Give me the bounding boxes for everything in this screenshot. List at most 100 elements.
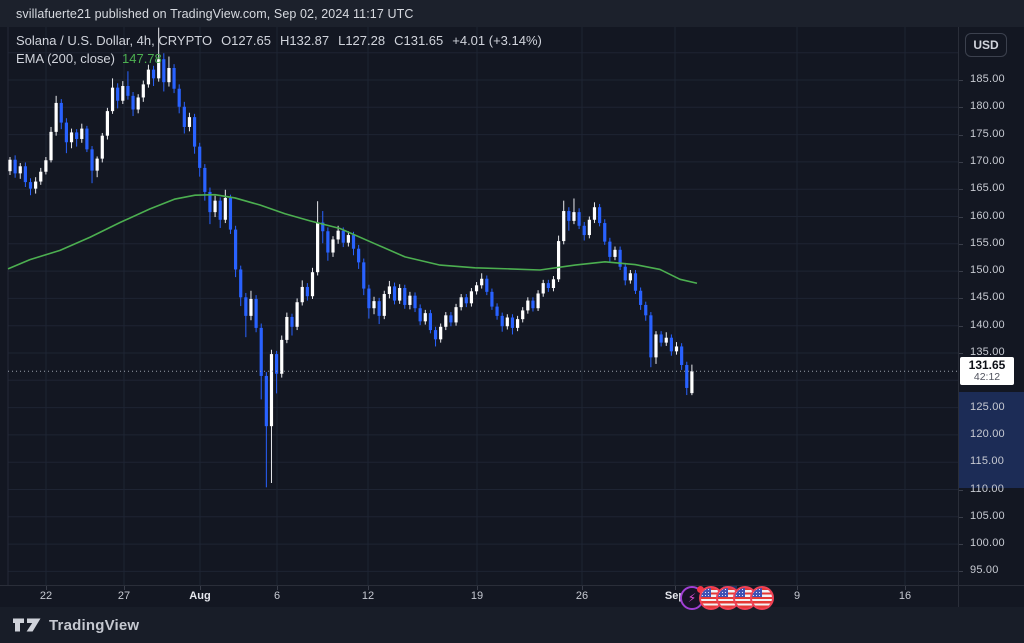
flag-canton — [701, 588, 712, 597]
candle-body — [341, 230, 345, 243]
candle-body — [290, 316, 294, 327]
candle-body — [510, 317, 515, 328]
price-axis-tick — [959, 244, 963, 245]
candle-body — [464, 297, 468, 304]
candle-body — [439, 326, 443, 340]
candle-body — [628, 273, 632, 281]
price-axis-tick — [959, 298, 963, 299]
candle-body — [685, 365, 689, 388]
candle-body — [187, 117, 192, 127]
candle-body — [259, 327, 263, 376]
time-axis[interactable]: 22 27 Aug 6 12 19 26 Sep 9 16 — [0, 585, 1024, 607]
candle-body — [459, 297, 463, 308]
footer-bar: TradingView — [0, 607, 1024, 643]
price-axis-tick — [959, 571, 963, 572]
candle-body — [526, 300, 530, 311]
symbol-legend-row[interactable]: Solana / U.S. Dollar, 4h, CRYPTO O127.65 H… — [16, 33, 551, 48]
price-axis-tick — [959, 517, 963, 518]
candle-body — [603, 223, 607, 242]
candle-body — [413, 295, 417, 309]
time-axis-label: 26 — [575, 590, 589, 602]
candle-body — [654, 334, 658, 358]
tradingview-logo-icon[interactable] — [13, 617, 41, 633]
candle-body — [316, 222, 320, 273]
price-axis-tick — [959, 353, 963, 354]
price-axis-tick — [959, 544, 963, 545]
candle-body — [141, 84, 145, 98]
candle-body — [613, 249, 617, 257]
candle-body — [331, 239, 335, 253]
candle-body — [505, 317, 509, 327]
candle-body — [254, 298, 258, 328]
price-axis-label: 115.00 — [970, 455, 1005, 468]
candle-body — [233, 229, 238, 270]
candle-body — [131, 95, 135, 110]
candle-body — [387, 286, 391, 295]
candle-body — [249, 298, 253, 316]
candle-body — [110, 87, 115, 112]
chart-pane[interactable]: Solana / U.S. Dollar, 4h, CRYPTO O127.65 H… — [0, 27, 958, 610]
candle-body — [121, 86, 125, 101]
ohlc-low: L127.28 — [338, 33, 386, 48]
candle-body — [275, 354, 279, 374]
candle-body — [28, 182, 33, 189]
candle-body — [321, 222, 325, 232]
candle-body — [95, 158, 99, 171]
candle-body — [228, 197, 233, 230]
candle-body — [239, 269, 243, 298]
candle-body — [295, 302, 299, 327]
candle-body — [218, 200, 222, 220]
symbol-title[interactable]: Solana / U.S. Dollar, 4h, CRYPTO — [16, 33, 213, 48]
price-axis-label: 185.00 — [970, 73, 1005, 85]
time-axis-label: 9 — [793, 590, 801, 602]
us-economic-event-icon[interactable] — [750, 586, 774, 610]
time-axis-label: 16 — [898, 590, 912, 602]
price-axis-tick — [959, 326, 963, 327]
price-axis-label: 100.00 — [970, 537, 1005, 550]
time-axis-tick — [905, 586, 906, 590]
candle-body — [408, 295, 412, 305]
candle-body — [80, 128, 84, 139]
price-axis[interactable]: 131.65 42:12 185.00 180.00 175.00 170.00 165… — [958, 27, 1024, 585]
time-axis-label: 12 — [361, 590, 375, 602]
price-axis-tick — [959, 271, 963, 272]
candle-body — [469, 291, 474, 304]
time-axis-label: 19 — [470, 590, 484, 602]
candle-body — [680, 346, 684, 366]
candle-body — [649, 315, 653, 358]
tradingview-brand-link[interactable]: TradingView — [49, 616, 140, 634]
ema-label[interactable]: EMA (200, close) — [16, 51, 115, 66]
candle-body — [75, 132, 79, 139]
candle-body — [203, 167, 207, 192]
price-change: +4.01 (+3.14%) — [452, 33, 542, 48]
flag-canton — [752, 588, 763, 597]
candle-body — [336, 230, 340, 240]
currency-toggle-button[interactable]: USD — [965, 33, 1007, 57]
ema-legend-row[interactable]: EMA (200, close) 147.78 — [16, 51, 551, 66]
flag-canton — [735, 588, 746, 597]
candle-body — [310, 272, 315, 297]
candle-body — [618, 249, 622, 267]
bar-countdown: 42:12 — [973, 371, 1001, 384]
candle-body — [623, 266, 627, 281]
time-axis-tick — [124, 586, 125, 590]
chart-legend: Solana / U.S. Dollar, 4h, CRYPTO O127.65 H… — [16, 33, 551, 66]
candle-body — [372, 301, 376, 309]
candle-body — [639, 290, 643, 305]
candle-body — [213, 200, 217, 213]
price-axis-label: 105.00 — [970, 509, 1005, 522]
notification-dot — [697, 586, 704, 593]
candle-body — [90, 149, 94, 171]
candle-body — [546, 283, 550, 289]
price-chart-canvas[interactable] — [0, 27, 958, 585]
candle-body — [136, 97, 140, 110]
candle-body — [444, 315, 448, 327]
candle-body — [151, 69, 156, 79]
candle-body — [598, 207, 602, 224]
time-axis-tick — [46, 586, 47, 590]
candle-body — [495, 306, 499, 316]
candle-body — [644, 304, 648, 316]
candle-body — [633, 273, 638, 291]
candle-body — [551, 279, 556, 289]
